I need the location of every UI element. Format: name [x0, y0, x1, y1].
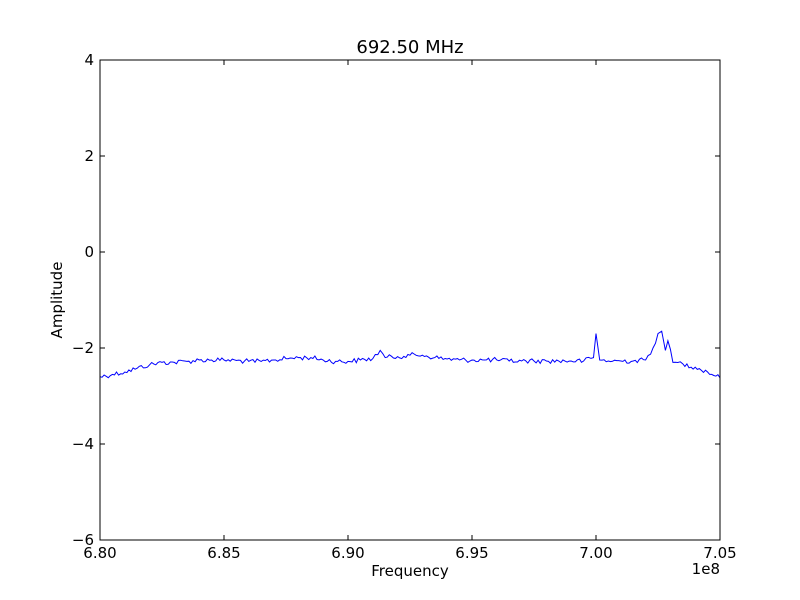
- series-line: [99, 330, 721, 379]
- y-tick-label: 0: [84, 243, 94, 261]
- chart-title: 692.50 MHz: [356, 37, 463, 58]
- y-tick-label: −4: [72, 435, 94, 453]
- x-tick-label: 6.80: [83, 544, 116, 562]
- y-tick-label: 4: [84, 51, 94, 69]
- y-tick-label: −2: [72, 339, 94, 357]
- x-offset-label: 1e8: [692, 560, 720, 578]
- x-tick-label: 7.05: [703, 544, 736, 562]
- x-tick-label: 6.85: [207, 544, 240, 562]
- y-tick-label: −6: [72, 531, 94, 549]
- x-tick-label: 7.00: [579, 544, 612, 562]
- axis-ticks: 6.80 6.85 6.90 6.95 7.00 7.05 −6 −4 −2 0 2 4: [72, 51, 737, 562]
- plot-area: [99, 330, 721, 379]
- x-tick-label: 6.95: [455, 544, 488, 562]
- x-axis-label: Frequency: [371, 562, 449, 580]
- plot-frame: [99, 59, 721, 541]
- x-tick-label: 6.90: [331, 544, 364, 562]
- y-axis-label: Amplitude: [48, 262, 66, 339]
- y-tick-label: 2: [84, 147, 94, 165]
